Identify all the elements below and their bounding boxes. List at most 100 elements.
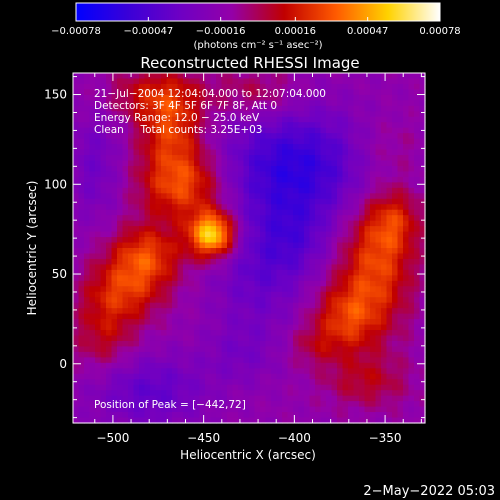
heatmap-cell <box>359 193 366 200</box>
heatmap-cell <box>210 242 217 249</box>
heatmap-cell <box>271 176 278 183</box>
heatmap-cell <box>84 215 91 222</box>
heatmap-cell <box>133 198 140 205</box>
heatmap-cell <box>84 308 91 315</box>
heatmap-cell <box>254 417 261 424</box>
heatmap-cell <box>397 324 404 331</box>
heatmap-cell <box>100 138 107 145</box>
heatmap-cell <box>106 384 113 391</box>
heatmap-cell <box>254 176 261 183</box>
heatmap-cell <box>298 368 305 375</box>
heatmap-cell <box>216 100 223 107</box>
heatmap-cell <box>150 258 157 266</box>
heatmap-cell <box>238 198 245 205</box>
heatmap-cell <box>348 253 355 260</box>
heatmap-cell <box>122 204 129 211</box>
heatmap-cell <box>128 280 135 287</box>
heatmap-cell <box>188 242 195 249</box>
heatmap-cell <box>177 346 184 353</box>
heatmap-cell <box>243 116 250 123</box>
heatmap-cell <box>117 165 124 173</box>
heatmap-cell <box>122 297 129 304</box>
heatmap-cell <box>216 302 223 309</box>
heatmap-cell <box>315 149 322 156</box>
heatmap-cell <box>309 116 316 123</box>
heatmap-cell <box>309 176 316 183</box>
heatmap-cell <box>293 297 300 304</box>
heatmap-cell <box>326 78 333 85</box>
heatmap-cell <box>227 226 234 233</box>
heatmap-cell <box>78 357 85 364</box>
heatmap-cell <box>166 379 173 386</box>
heatmap-cell <box>397 193 404 200</box>
heatmap-cell <box>282 171 289 178</box>
heatmap-cell <box>364 340 371 348</box>
heatmap-cell <box>414 269 421 276</box>
heatmap-cell <box>84 94 91 101</box>
heatmap-cell <box>243 258 250 266</box>
heatmap-cell <box>419 231 426 238</box>
heatmap-cell <box>216 264 223 271</box>
heatmap-cell <box>309 105 316 112</box>
heatmap-cell <box>408 127 415 134</box>
heatmap-cell <box>397 209 404 216</box>
heatmap-cell <box>320 406 327 413</box>
heatmap-cell <box>216 379 223 386</box>
heatmap-cell <box>293 390 300 397</box>
heatmap-cell <box>315 198 322 205</box>
heatmap-cell <box>359 226 366 233</box>
heatmap-cell <box>117 291 124 298</box>
heatmap-cell <box>381 313 388 320</box>
heatmap-cell <box>78 340 85 348</box>
heatmap-cell <box>370 297 377 304</box>
heatmap-cell <box>144 308 151 315</box>
heatmap-cell <box>221 111 228 118</box>
heatmap-cell <box>287 122 294 129</box>
heatmap-cell <box>414 83 421 91</box>
heatmap-cell <box>359 105 366 112</box>
heatmap-cell <box>144 176 151 183</box>
heatmap-cell <box>84 198 91 205</box>
heatmap-cell <box>414 220 421 227</box>
heatmap-cell <box>89 258 96 266</box>
heatmap-cell <box>403 242 410 249</box>
heatmap-cell <box>227 330 234 337</box>
heatmap-cell <box>216 231 223 238</box>
heatmap-cell <box>183 122 190 129</box>
heatmap-cell <box>73 395 80 402</box>
heatmap-cell <box>177 138 184 145</box>
heatmap-cell <box>117 144 124 151</box>
heatmap-cell <box>100 73 107 80</box>
heatmap-cell <box>320 308 327 315</box>
heatmap-cell <box>326 116 333 123</box>
heatmap-cell <box>331 193 338 200</box>
heatmap-cell <box>205 346 212 353</box>
heatmap-cell <box>370 100 377 107</box>
heatmap-cell <box>276 182 283 189</box>
heatmap-cell <box>342 144 349 151</box>
heatmap-cell <box>106 390 113 397</box>
heatmap-cell <box>392 346 399 353</box>
heatmap-cell <box>364 155 371 162</box>
heatmap-cell <box>199 390 206 397</box>
heatmap-cell <box>122 406 129 413</box>
heatmap-cell <box>216 89 223 96</box>
heatmap-cell <box>205 209 212 216</box>
heatmap-cell <box>95 94 102 101</box>
heatmap-cell <box>199 362 206 369</box>
heatmap-cell <box>403 193 410 200</box>
heatmap-cell <box>315 308 322 315</box>
heatmap-cell <box>221 384 228 391</box>
heatmap-cell <box>194 237 201 244</box>
heatmap-cell <box>260 248 267 255</box>
heatmap-cell <box>216 335 223 342</box>
heatmap-cell <box>370 144 377 151</box>
heatmap-cell <box>205 253 212 260</box>
heatmap-cell <box>337 226 344 233</box>
heatmap-cell <box>106 275 113 282</box>
heatmap-cell <box>122 258 129 266</box>
heatmap-cell <box>199 242 206 249</box>
heatmap-cell <box>166 297 173 304</box>
heatmap-cell <box>117 182 124 189</box>
heatmap-cell <box>177 237 184 244</box>
